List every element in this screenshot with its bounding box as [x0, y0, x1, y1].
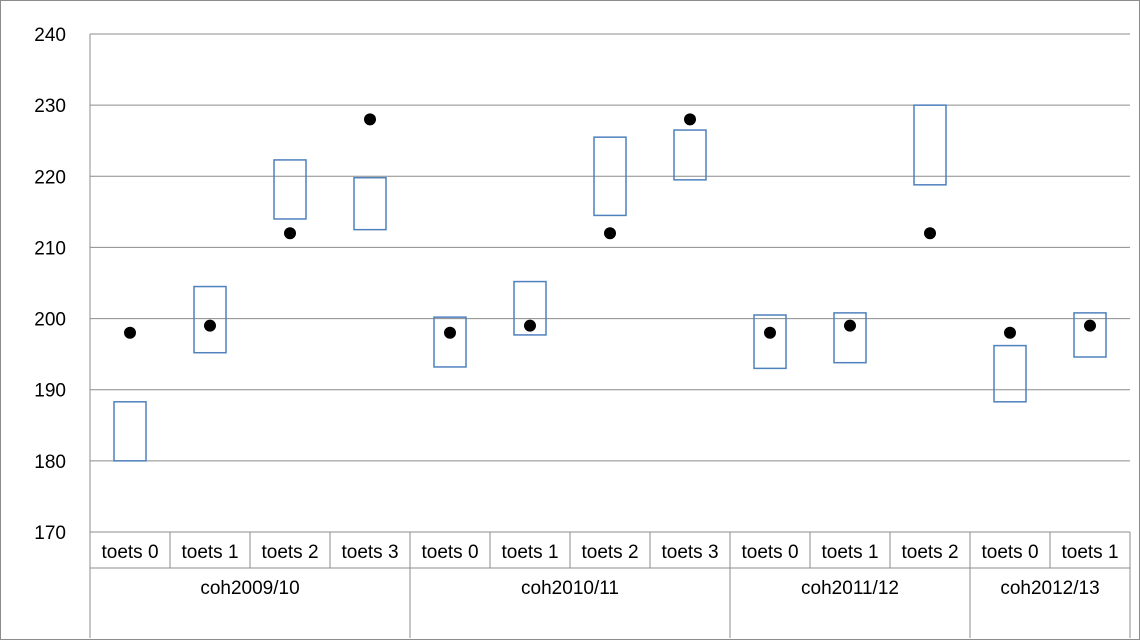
y-tick-label: 190	[34, 381, 66, 402]
range-box	[273, 159, 307, 220]
category-label: toets 0	[981, 542, 1038, 563]
range-box	[113, 401, 147, 462]
range-box	[593, 136, 627, 217]
category-label: toets 3	[661, 542, 718, 563]
range-box	[913, 104, 947, 186]
range-box	[993, 344, 1027, 403]
data-point	[684, 113, 696, 126]
range-box	[513, 280, 547, 336]
category-label: toets 2	[901, 542, 958, 563]
y-tick-label: 230	[34, 96, 66, 117]
group-label: coh2012/13	[1000, 578, 1099, 599]
data-point	[364, 113, 376, 126]
data-point	[844, 319, 856, 332]
category-label: toets 1	[181, 542, 238, 563]
category-label: toets 1	[501, 542, 558, 563]
category-label: toets 0	[101, 542, 158, 563]
data-point	[1084, 319, 1096, 332]
category-label: toets 2	[261, 542, 318, 563]
y-tick-label: 200	[34, 310, 66, 331]
category-label: toets 0	[421, 542, 478, 563]
y-tick-label: 170	[34, 523, 66, 544]
category-label: toets 1	[821, 542, 878, 563]
category-label: toets 2	[581, 542, 638, 563]
category-label: toets 3	[341, 542, 398, 563]
range-box	[193, 285, 227, 354]
data-point	[124, 326, 136, 339]
range-box	[673, 129, 707, 181]
group-label: coh2010/11	[521, 578, 619, 599]
data-point	[604, 227, 616, 240]
data-point	[764, 326, 776, 339]
y-tick-label: 180	[34, 452, 66, 473]
data-point	[284, 227, 296, 240]
data-point	[524, 319, 536, 332]
data-point	[924, 227, 936, 240]
y-tick-label: 240	[34, 25, 66, 46]
range-box	[353, 176, 387, 231]
category-label: toets 0	[741, 542, 798, 563]
data-point	[204, 319, 216, 332]
y-tick-label: 220	[34, 167, 66, 188]
data-point	[444, 326, 456, 339]
group-label: coh2009/10	[200, 578, 299, 599]
range-box	[753, 314, 787, 370]
range-box	[833, 312, 867, 364]
data-point	[1004, 326, 1016, 339]
category-label: toets 1	[1061, 542, 1118, 563]
range-box	[1073, 312, 1107, 358]
group-label: coh2011/12	[801, 578, 899, 599]
y-tick-label: 210	[34, 238, 66, 259]
range-box	[433, 316, 467, 368]
